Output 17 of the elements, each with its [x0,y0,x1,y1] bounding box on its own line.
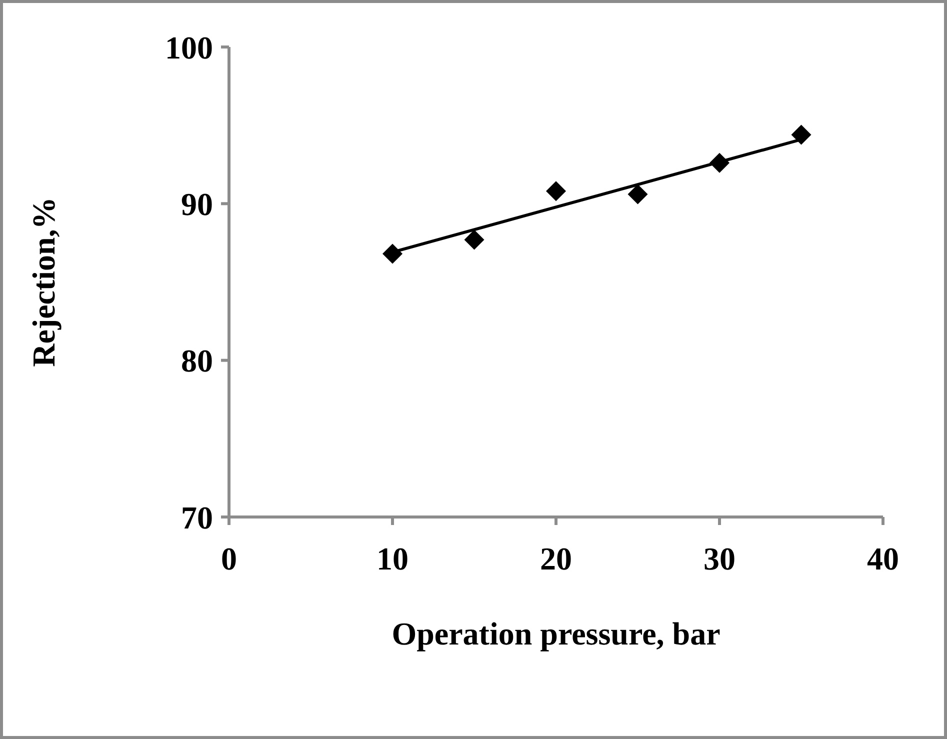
y-axis-title: Rejection,% [25,197,62,367]
point [710,152,730,173]
point [464,230,484,250]
point [791,124,812,145]
point [382,244,402,264]
x-tick-label: 20 [540,540,572,577]
x-tick-label: 10 [376,540,408,577]
y-tick-label: 90 [181,186,213,222]
x-tick-label: 0 [221,540,237,577]
x-axis-title: Operation pressure, bar [392,616,720,652]
y-tick-label: 100 [165,29,213,66]
y-tick-label: 80 [181,342,213,379]
y-tick-label: 70 [181,499,213,536]
x-tick-label: 30 [704,540,736,577]
x-tick-label: 40 [867,540,899,577]
point [546,181,566,202]
point [628,184,648,204]
